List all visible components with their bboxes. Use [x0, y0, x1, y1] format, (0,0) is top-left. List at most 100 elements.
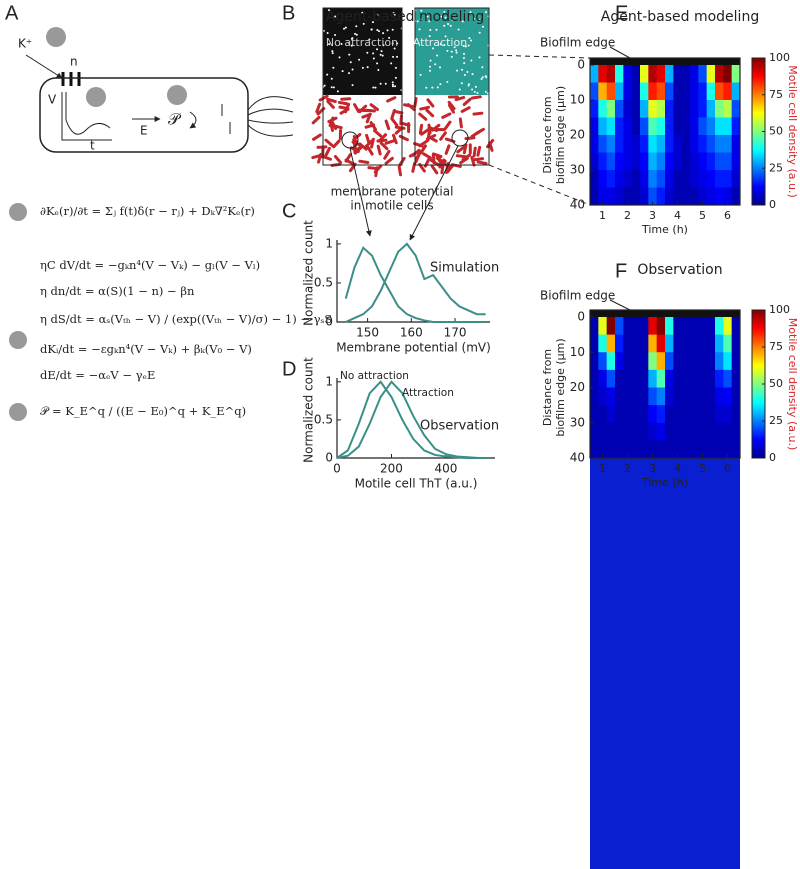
annotation-leader: [609, 299, 631, 311]
cell-rod: [324, 146, 331, 157]
colorbar-tick-label: 50: [769, 377, 783, 390]
heat-cell: [598, 440, 608, 459]
heat-cell: [656, 387, 666, 406]
heat-cell: [706, 65, 716, 83]
cell-speck: [390, 62, 393, 65]
simulation-panel: [311, 8, 495, 178]
cell-rod: [321, 155, 332, 161]
cell-rod: [379, 141, 389, 151]
chart-title: in motile cells: [350, 199, 433, 213]
cell-speck: [376, 48, 379, 51]
cell-rod: [383, 149, 391, 160]
heat-cell: [656, 100, 666, 118]
cell-speck: [444, 35, 447, 38]
cell-speck: [468, 37, 471, 40]
cell-speck: [467, 44, 470, 47]
heat-cell: [606, 369, 616, 388]
heat-cell: [715, 117, 724, 136]
heat-cell: [590, 317, 599, 336]
y-axis-label: Normalized count: [302, 220, 316, 326]
x-tick-label: 4: [674, 209, 681, 222]
cell-speck: [460, 82, 463, 85]
heat-cell: [698, 422, 708, 441]
cell-rod: [408, 150, 419, 158]
heat-cell: [723, 387, 733, 406]
y-tick-label: 20: [570, 128, 585, 142]
cell-speck: [476, 92, 479, 95]
heat-cell: [723, 440, 733, 459]
voltage-label: V: [48, 93, 57, 107]
heat-cell: [623, 369, 633, 388]
biofilm-edge-bar: [590, 58, 740, 65]
heat-cell: [706, 387, 716, 406]
heat-cell: [698, 334, 708, 353]
heat-cell: [648, 152, 658, 171]
y-tick-label: 20: [570, 380, 585, 394]
heat-cell: [723, 135, 733, 153]
heat-cell: [590, 135, 599, 153]
heat-cell: [715, 334, 724, 353]
cell-rod: [365, 112, 372, 124]
cell-speck: [374, 86, 377, 89]
heat-cell: [615, 387, 624, 406]
cell-rod: [326, 97, 337, 104]
heat-cell: [631, 117, 641, 136]
heat-cell: [681, 135, 691, 153]
heat-cell: [623, 117, 633, 136]
cell-speck: [481, 66, 484, 69]
heat-cell: [598, 317, 608, 336]
plot-frame: [589, 309, 741, 459]
cell-speck: [350, 44, 353, 47]
cell-rod: [413, 142, 424, 148]
heat-cell: [731, 334, 741, 353]
cell-rod: [376, 144, 382, 156]
cell-speck: [371, 21, 374, 24]
heat-cell: [631, 440, 641, 459]
heat-cell: [631, 387, 641, 406]
cell-rod: [373, 164, 383, 174]
heat-cell: [690, 187, 699, 206]
cell-rod: [332, 139, 341, 149]
cell-speck: [372, 52, 375, 55]
x-tick-label: 150: [356, 326, 379, 340]
equation: dKᵢ/dt = −εgₖn⁴(V − Vₖ) + βₖ(V₀ − V): [40, 342, 252, 356]
zoom-arrows: [341, 54, 591, 241]
cell-speck: [392, 12, 395, 15]
cell-rod: [365, 133, 371, 145]
cell-rod: [398, 134, 409, 142]
cell-speck: [376, 28, 379, 31]
cell-rod: [422, 152, 432, 160]
heat-cell: [690, 152, 699, 171]
cell-speck: [449, 24, 452, 27]
cell-rod: [470, 95, 482, 100]
heat-cell: [698, 187, 708, 206]
heat-cell: [656, 317, 666, 336]
cell-speck: [443, 10, 446, 13]
heat-cell: [731, 387, 741, 406]
heat-cell: [690, 440, 699, 459]
heat-cell: [631, 82, 641, 101]
heat-cell: [698, 117, 708, 136]
cell-rod: [443, 120, 452, 131]
chart-title: Agent-based modeling: [601, 9, 759, 25]
heat-cell: [590, 387, 599, 406]
heat-cell: [706, 405, 716, 424]
heat-cell: [706, 170, 716, 188]
heat-cell: [731, 152, 741, 171]
cell-speck: [464, 45, 467, 48]
heat-cell: [615, 100, 624, 118]
y-tick-label: 0: [325, 315, 333, 329]
cell-speck: [355, 25, 358, 28]
y-axis-label: Distance from: [541, 96, 554, 173]
cell-speck: [343, 27, 346, 30]
cell-speck: [391, 42, 394, 45]
heatmap-extension: [590, 458, 740, 869]
cell-speck: [386, 29, 389, 32]
cell-rod: [454, 95, 466, 102]
heat-cell: [706, 352, 716, 371]
x-tick-label: 6: [724, 209, 731, 222]
heat-cell: [648, 187, 658, 206]
heat-cell: [681, 387, 691, 406]
cell-rod: [414, 152, 421, 164]
heat-cell: [640, 440, 649, 459]
